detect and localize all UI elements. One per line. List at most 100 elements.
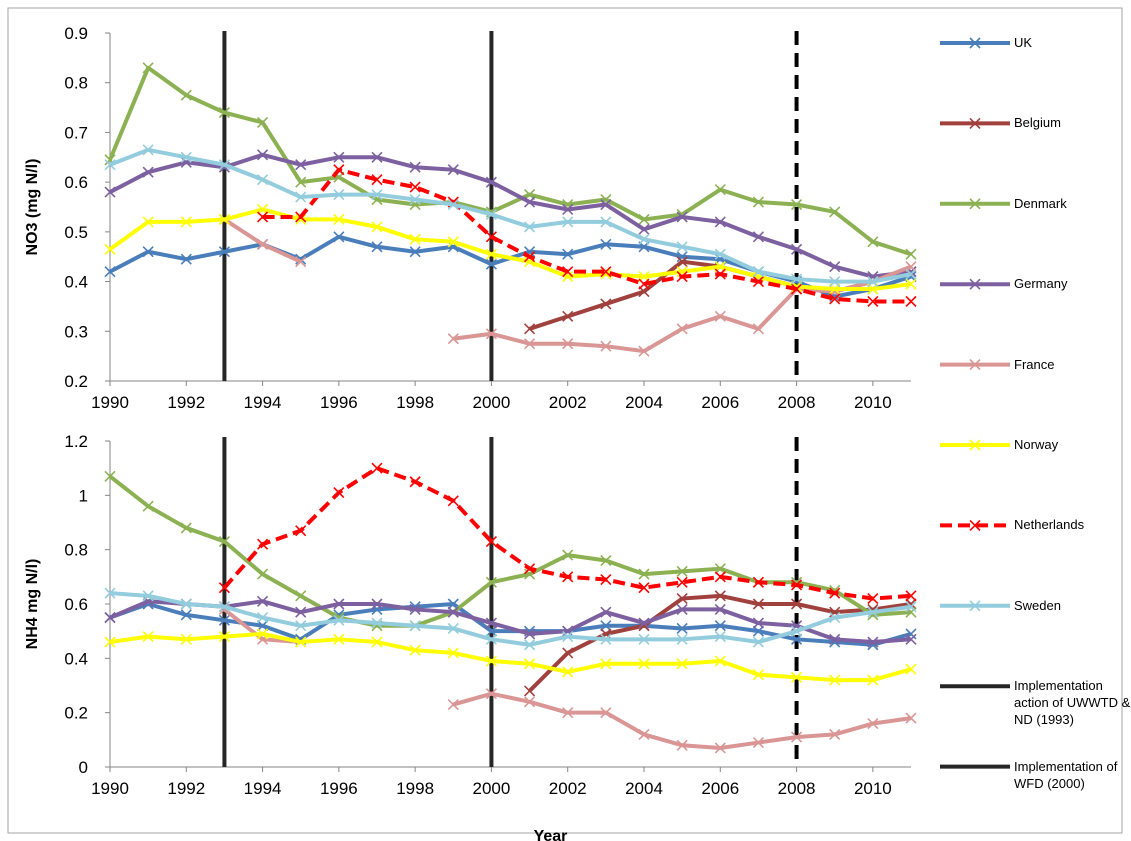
point-marker: [371, 241, 383, 253]
point-marker: [905, 278, 917, 290]
x-tick-label: 2010: [854, 779, 892, 798]
point-marker: [638, 233, 650, 245]
point-marker: [485, 617, 497, 629]
legend-label: Implementation action of UWWTD & ND (199…: [1014, 678, 1131, 728]
point-marker: [638, 728, 650, 740]
x-tick-label: 1994: [244, 779, 282, 798]
point-marker: [333, 164, 345, 176]
point-marker: [409, 181, 421, 193]
point-marker: [333, 189, 345, 201]
point-marker: [295, 620, 307, 632]
point-marker: [180, 633, 192, 645]
point-marker: [791, 671, 803, 683]
series-line: [109, 147, 912, 284]
point-marker: [257, 595, 269, 607]
legend-marker: [969, 117, 981, 129]
point-marker: [295, 176, 307, 188]
point-marker: [638, 345, 650, 357]
point-marker: [676, 565, 688, 577]
point-marker: [562, 216, 574, 228]
point-marker: [791, 598, 803, 610]
legend-marker: [969, 359, 981, 371]
point-marker: [524, 639, 536, 651]
point-marker: [524, 563, 536, 575]
point-marker: [752, 598, 764, 610]
point-marker: [295, 211, 307, 223]
point-marker: [638, 633, 650, 645]
legend-label: France: [1014, 356, 1055, 372]
x-tick-label: 2008: [778, 779, 816, 798]
point-marker: [295, 213, 307, 225]
point-marker: [142, 166, 154, 178]
point-marker: [714, 248, 726, 260]
point-marker: [600, 198, 612, 211]
point-marker: [752, 231, 764, 243]
legend-marker: [969, 198, 981, 210]
point-marker: [333, 151, 345, 163]
x-tick-label: 2004: [625, 779, 663, 798]
point-marker: [180, 522, 192, 534]
point-marker: [180, 253, 192, 265]
point-marker: [524, 221, 536, 233]
point-marker: [676, 622, 688, 635]
point-marker: [142, 590, 154, 602]
point-marker: [905, 248, 917, 260]
point-marker: [371, 462, 383, 474]
point-marker: [676, 323, 688, 335]
series-line: [108, 207, 912, 292]
point-marker: [562, 666, 574, 678]
y-tick-label: 0.8: [64, 74, 88, 93]
point-marker: [676, 658, 688, 670]
point-marker: [867, 593, 879, 605]
point-marker: [867, 636, 879, 648]
y-tick-label: 0.6: [64, 595, 88, 614]
point-marker: [752, 323, 764, 335]
y-axis-title: NH4 mg N/l): [24, 559, 41, 650]
point-marker: [829, 206, 841, 218]
point-marker: [485, 258, 497, 270]
point-marker: [829, 293, 841, 305]
legend-marker: [969, 519, 981, 531]
point-marker: [562, 248, 574, 260]
point-marker: [524, 628, 536, 640]
x-tick-label: 1990: [91, 393, 129, 412]
legend-label: Denmark: [1014, 195, 1067, 211]
point-marker: [371, 151, 383, 163]
point-marker: [638, 582, 650, 594]
point-marker: [752, 636, 764, 648]
point-marker: [409, 233, 421, 245]
point-marker: [714, 742, 726, 754]
point-marker: [104, 266, 116, 278]
point-marker: [218, 106, 230, 119]
point-marker: [104, 636, 116, 648]
point-marker: [333, 213, 345, 225]
point-marker: [409, 246, 421, 258]
point-marker: [333, 231, 345, 243]
point-marker: [600, 238, 612, 250]
point-marker: [295, 590, 307, 602]
point-marker: [257, 149, 269, 161]
x-tick-label: 2006: [701, 393, 739, 412]
point-marker: [562, 310, 574, 322]
point-marker: [676, 633, 688, 645]
point-marker: [295, 256, 307, 268]
point-marker: [905, 295, 917, 308]
point-marker: [485, 176, 497, 188]
point-marker: [676, 603, 688, 615]
series-line: [109, 599, 912, 645]
y-tick-label: 0.2: [64, 704, 88, 723]
point-marker: [218, 535, 230, 548]
point-marker: [676, 251, 688, 263]
point-marker: [485, 688, 497, 700]
point-marker: [791, 731, 803, 743]
point-marker: [905, 590, 917, 602]
point-marker: [638, 617, 650, 629]
point-marker: [524, 338, 536, 350]
point-marker: [485, 625, 497, 637]
legend-marker: [969, 600, 981, 612]
point-marker: [257, 612, 269, 624]
series-line: [109, 631, 912, 683]
point-marker: [752, 625, 764, 637]
point-marker: [257, 211, 269, 223]
point-marker: [104, 243, 116, 255]
